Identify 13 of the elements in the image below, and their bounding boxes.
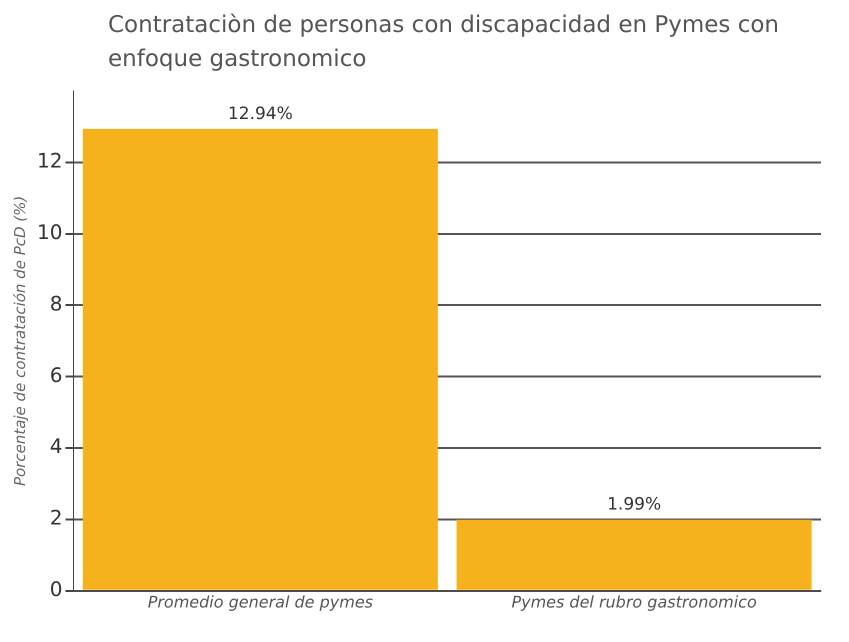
- data-label: 12.94%: [228, 104, 293, 124]
- y-tick-label: 8: [50, 291, 62, 316]
- y-tick-label: 2: [50, 506, 62, 530]
- y-axis-title: Porcentaje de contratación de PcD (%): [10, 196, 29, 486]
- chart-title: Contrataciòn de personas con discapacidad en Pymes con enfoque gastronomico: [108, 11, 780, 74]
- y-tick-label: 4: [50, 434, 62, 458]
- x-tick-label: Promedio general de pymes: [148, 592, 373, 612]
- y-tick-label: 10: [36, 220, 62, 244]
- y-tick-label: 6: [50, 362, 62, 387]
- data-label: 1.99%: [607, 494, 662, 515]
- x-tick-label: Pymes del rubro gastronomico: [511, 592, 757, 612]
- y-tick-label: 12: [36, 148, 62, 173]
- y-tick-label: 0: [50, 577, 62, 602]
